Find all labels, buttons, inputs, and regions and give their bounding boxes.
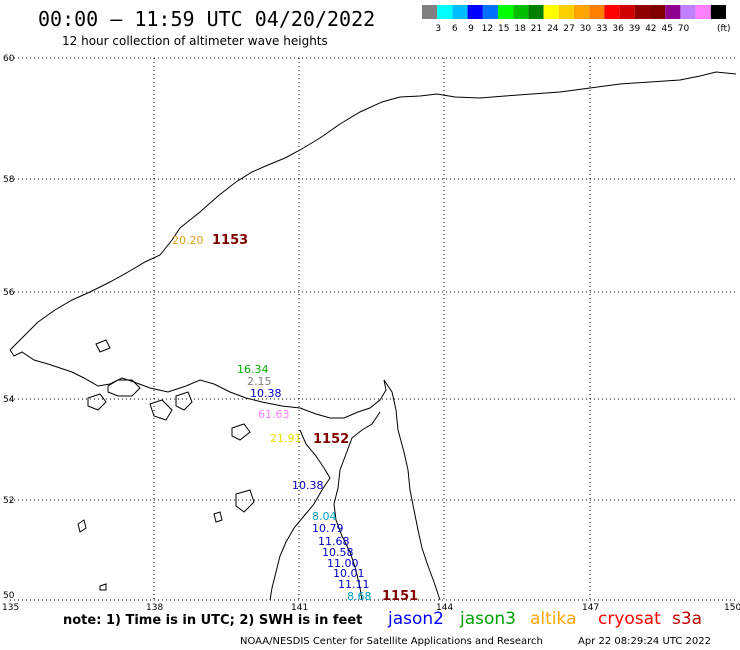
color-scale-tick-label: 15 [498, 24, 509, 34]
lat-label-50: 50 [3, 591, 15, 601]
obs-swh-value: 61.63 [258, 408, 290, 421]
obs-swh-value: 8.68 [347, 590, 372, 603]
color-scale-tick-label: 3 [435, 24, 441, 34]
lon-label-135: 135 [2, 603, 19, 613]
color-scale-swatch [574, 5, 590, 19]
satellite-label-altika: altika [530, 609, 577, 629]
obs-swh-value: 16.34 [237, 363, 269, 376]
pass-times: 1153 1152 1151 [212, 233, 418, 604]
color-scale-tick-label: 6 [452, 24, 458, 34]
color-scale-swatch [619, 5, 635, 19]
obs-swh-value: 21.91 [270, 432, 302, 445]
obs-swh-value: 10.38 [292, 479, 324, 492]
lon-label-144: 144 [436, 603, 453, 613]
color-scale-unit: (ft) [717, 24, 731, 34]
color-scale-swatch [482, 5, 498, 19]
color-scale-swatch [513, 5, 529, 19]
color-scale-swatch [422, 5, 438, 19]
color-scale-swatch [680, 5, 696, 19]
pass-time-label: 1152 [313, 432, 349, 447]
color-scale-tick-label: 12 [482, 24, 493, 34]
footer-timestamp: Apr 22 08:29:24 UTC 2022 [578, 636, 711, 647]
pass-time-label: 1153 [212, 233, 248, 248]
coastline [9, 71, 737, 601]
obs-swh-value: 8.04 [312, 510, 337, 523]
color-scale-tick-label: 70 [678, 24, 690, 34]
obs-swh-value: 11.00 [327, 557, 359, 570]
color-scale-swatch [710, 5, 726, 19]
color-scale-tick-label: 30 [580, 24, 592, 34]
latitude-labels: 60 58 56 54 52 50 [3, 54, 15, 601]
lat-label-58: 58 [3, 175, 15, 185]
satellite-label-cryosat: cryosat [598, 609, 661, 629]
satellite-legend: jason2 jason3 altika cryosat s3a [387, 609, 702, 629]
color-scale-swatch [604, 5, 620, 19]
obs-swh-value: 2.15 [247, 375, 272, 388]
color-scale-tick-label: 45 [661, 24, 672, 34]
lat-lon-grid [10, 57, 736, 601]
color-scale-swatch [558, 5, 574, 19]
lon-label-147: 147 [582, 603, 599, 613]
pass-time-label: 1151 [382, 589, 418, 604]
color-scale-swatch [528, 5, 544, 19]
color-scale-swatch [634, 5, 650, 19]
color-scale-swatch [695, 5, 711, 19]
color-scale-tick-label: 33 [596, 24, 607, 34]
color-scale-swatch [452, 5, 468, 19]
lon-label-138: 138 [146, 603, 163, 613]
satellite-label-s3a: s3a [672, 609, 702, 629]
lat-label-54: 54 [3, 395, 15, 405]
color-scale-tick-label: 36 [612, 24, 624, 34]
obs-swh-value: 11.11 [338, 578, 370, 591]
footer-note: note: 1) Time is in UTC; 2) SWH is in fe… [63, 613, 362, 628]
lat-label-56: 56 [3, 288, 15, 298]
satellite-label-jason3: jason3 [459, 609, 516, 629]
map-subtitle: 12 hour collection of altimeter wave hei… [62, 34, 328, 48]
obs-swh-value: 11.68 [318, 535, 350, 548]
obs-swh-value: 10.79 [312, 522, 344, 535]
color-scale-tick-label: 21 [531, 24, 542, 34]
wave-observations: 20.20 16.34 2.15 10.38 61.63 21.91 10.38… [172, 234, 372, 603]
footer-credit: NOAA/NESDIS Center for Satellite Applica… [240, 636, 543, 647]
color-scale-swatch [665, 5, 681, 19]
color-scale-tick-label: 42 [645, 24, 656, 34]
color-scale-tick-label: 9 [468, 24, 474, 34]
longitude-labels: 135 138 141 144 147 150 [2, 603, 740, 613]
map-title: 00:00 – 11:59 UTC 04/20/2022 [38, 7, 375, 31]
lat-label-60: 60 [3, 54, 15, 64]
satellite-label-jason2: jason2 [387, 609, 444, 629]
color-scale-swatch [437, 5, 453, 19]
obs-swh-value: 10.01 [333, 567, 365, 580]
color-scale-tick-label: 24 [547, 24, 559, 34]
color-scale-swatch [467, 5, 483, 19]
color-scale-swatch [498, 5, 514, 19]
obs-swh-value: 10.38 [250, 387, 282, 400]
lon-label-150: 150 [724, 603, 740, 613]
lat-label-52: 52 [3, 496, 14, 506]
color-scale-tick-label: 27 [563, 24, 574, 34]
obs-swh-value: 10.58 [322, 546, 354, 559]
color-scale-labels: 3 6 9 12 15 18 21 24 27 30 33 36 39 42 45 70 [435, 24, 689, 34]
color-scale-swatch [589, 5, 605, 19]
color-scale-swatch [650, 5, 666, 19]
color-scale-tick-label: 39 [629, 24, 641, 34]
lon-label-141: 141 [291, 603, 308, 613]
obs-swh-value: 20.20 [172, 234, 204, 247]
color-scale-bar [422, 5, 726, 19]
color-scale-swatch [543, 5, 559, 19]
color-scale-tick-label: 18 [514, 24, 526, 34]
